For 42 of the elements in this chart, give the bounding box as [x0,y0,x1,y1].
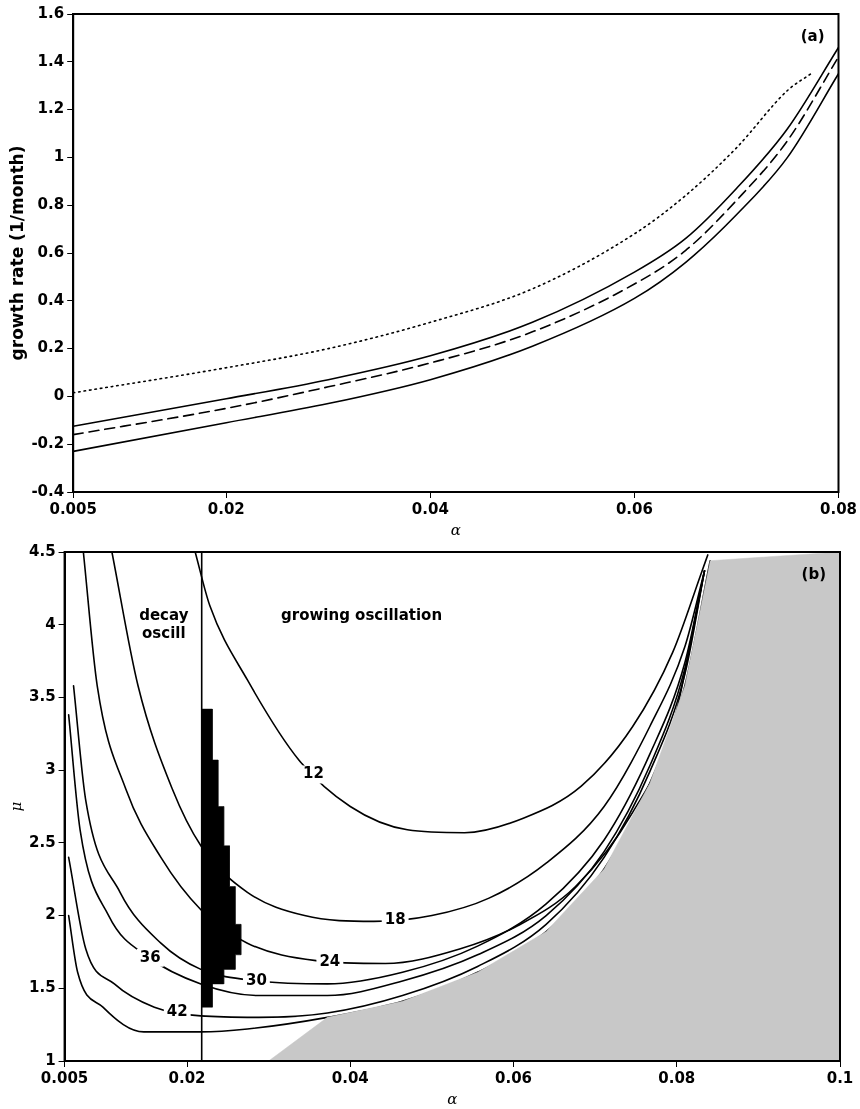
y-axis-title: growth rate (1/month) [6,145,27,361]
y-tick-label: 1.4 [37,51,65,70]
x-tick-label: 0.04 [331,1068,369,1087]
y-tick-label: 0.8 [37,195,65,214]
y-tick-label: 0 [53,386,65,405]
x-tick-label: 0.005 [40,1068,89,1087]
y-tick-label: 4.5 [28,541,56,560]
y-tick-label: 4 [45,614,56,633]
y-tick-label: -0.2 [31,434,65,453]
y-tick-label: 3.5 [28,687,56,706]
x-axis-title: α [450,520,461,539]
y-tick-label: 0.2 [37,338,65,357]
y-tick-label: 1.2 [37,99,65,118]
y-tick-label: -0.4 [31,481,65,500]
annotation: 24 [319,952,341,970]
text: (a) [800,27,825,46]
x-tick-label: 0.1 [826,1068,854,1087]
y-tick-label: 1.5 [28,978,56,997]
annotation: 18 [384,909,406,928]
x-tick-label: 0.06 [615,499,653,518]
y-tick-label: 0.4 [37,290,65,309]
x-tick-label: 0.005 [49,499,97,518]
y-tick-label: 3 [45,760,56,779]
x-tick-label: 0.02 [207,499,245,518]
annotation: growing oscillation [281,605,443,624]
x-tick-label: 0.08 [658,1068,696,1087]
y-tick-label: 1 [45,1050,56,1069]
y-tick-label: 1.6 [37,3,65,22]
y-tick-label: 1 [53,147,65,166]
annotation: 12 [303,764,324,783]
x-tick-label: 0.08 [819,499,857,518]
text: (b) [801,565,826,584]
y-tick-label: 2 [45,905,56,924]
x-tick-label: 0.02 [168,1068,206,1087]
y-tick-label: 0.6 [37,242,65,261]
x-axis-title: α [447,1089,458,1108]
annotation: 42 [166,1002,188,1021]
y-axis-title: μ [6,801,25,812]
x-tick-label: 0.06 [495,1068,533,1087]
annotation: decay oscill [139,605,189,642]
x-tick-label: 0.04 [411,499,449,518]
y-tick-label: 2.5 [28,832,56,851]
